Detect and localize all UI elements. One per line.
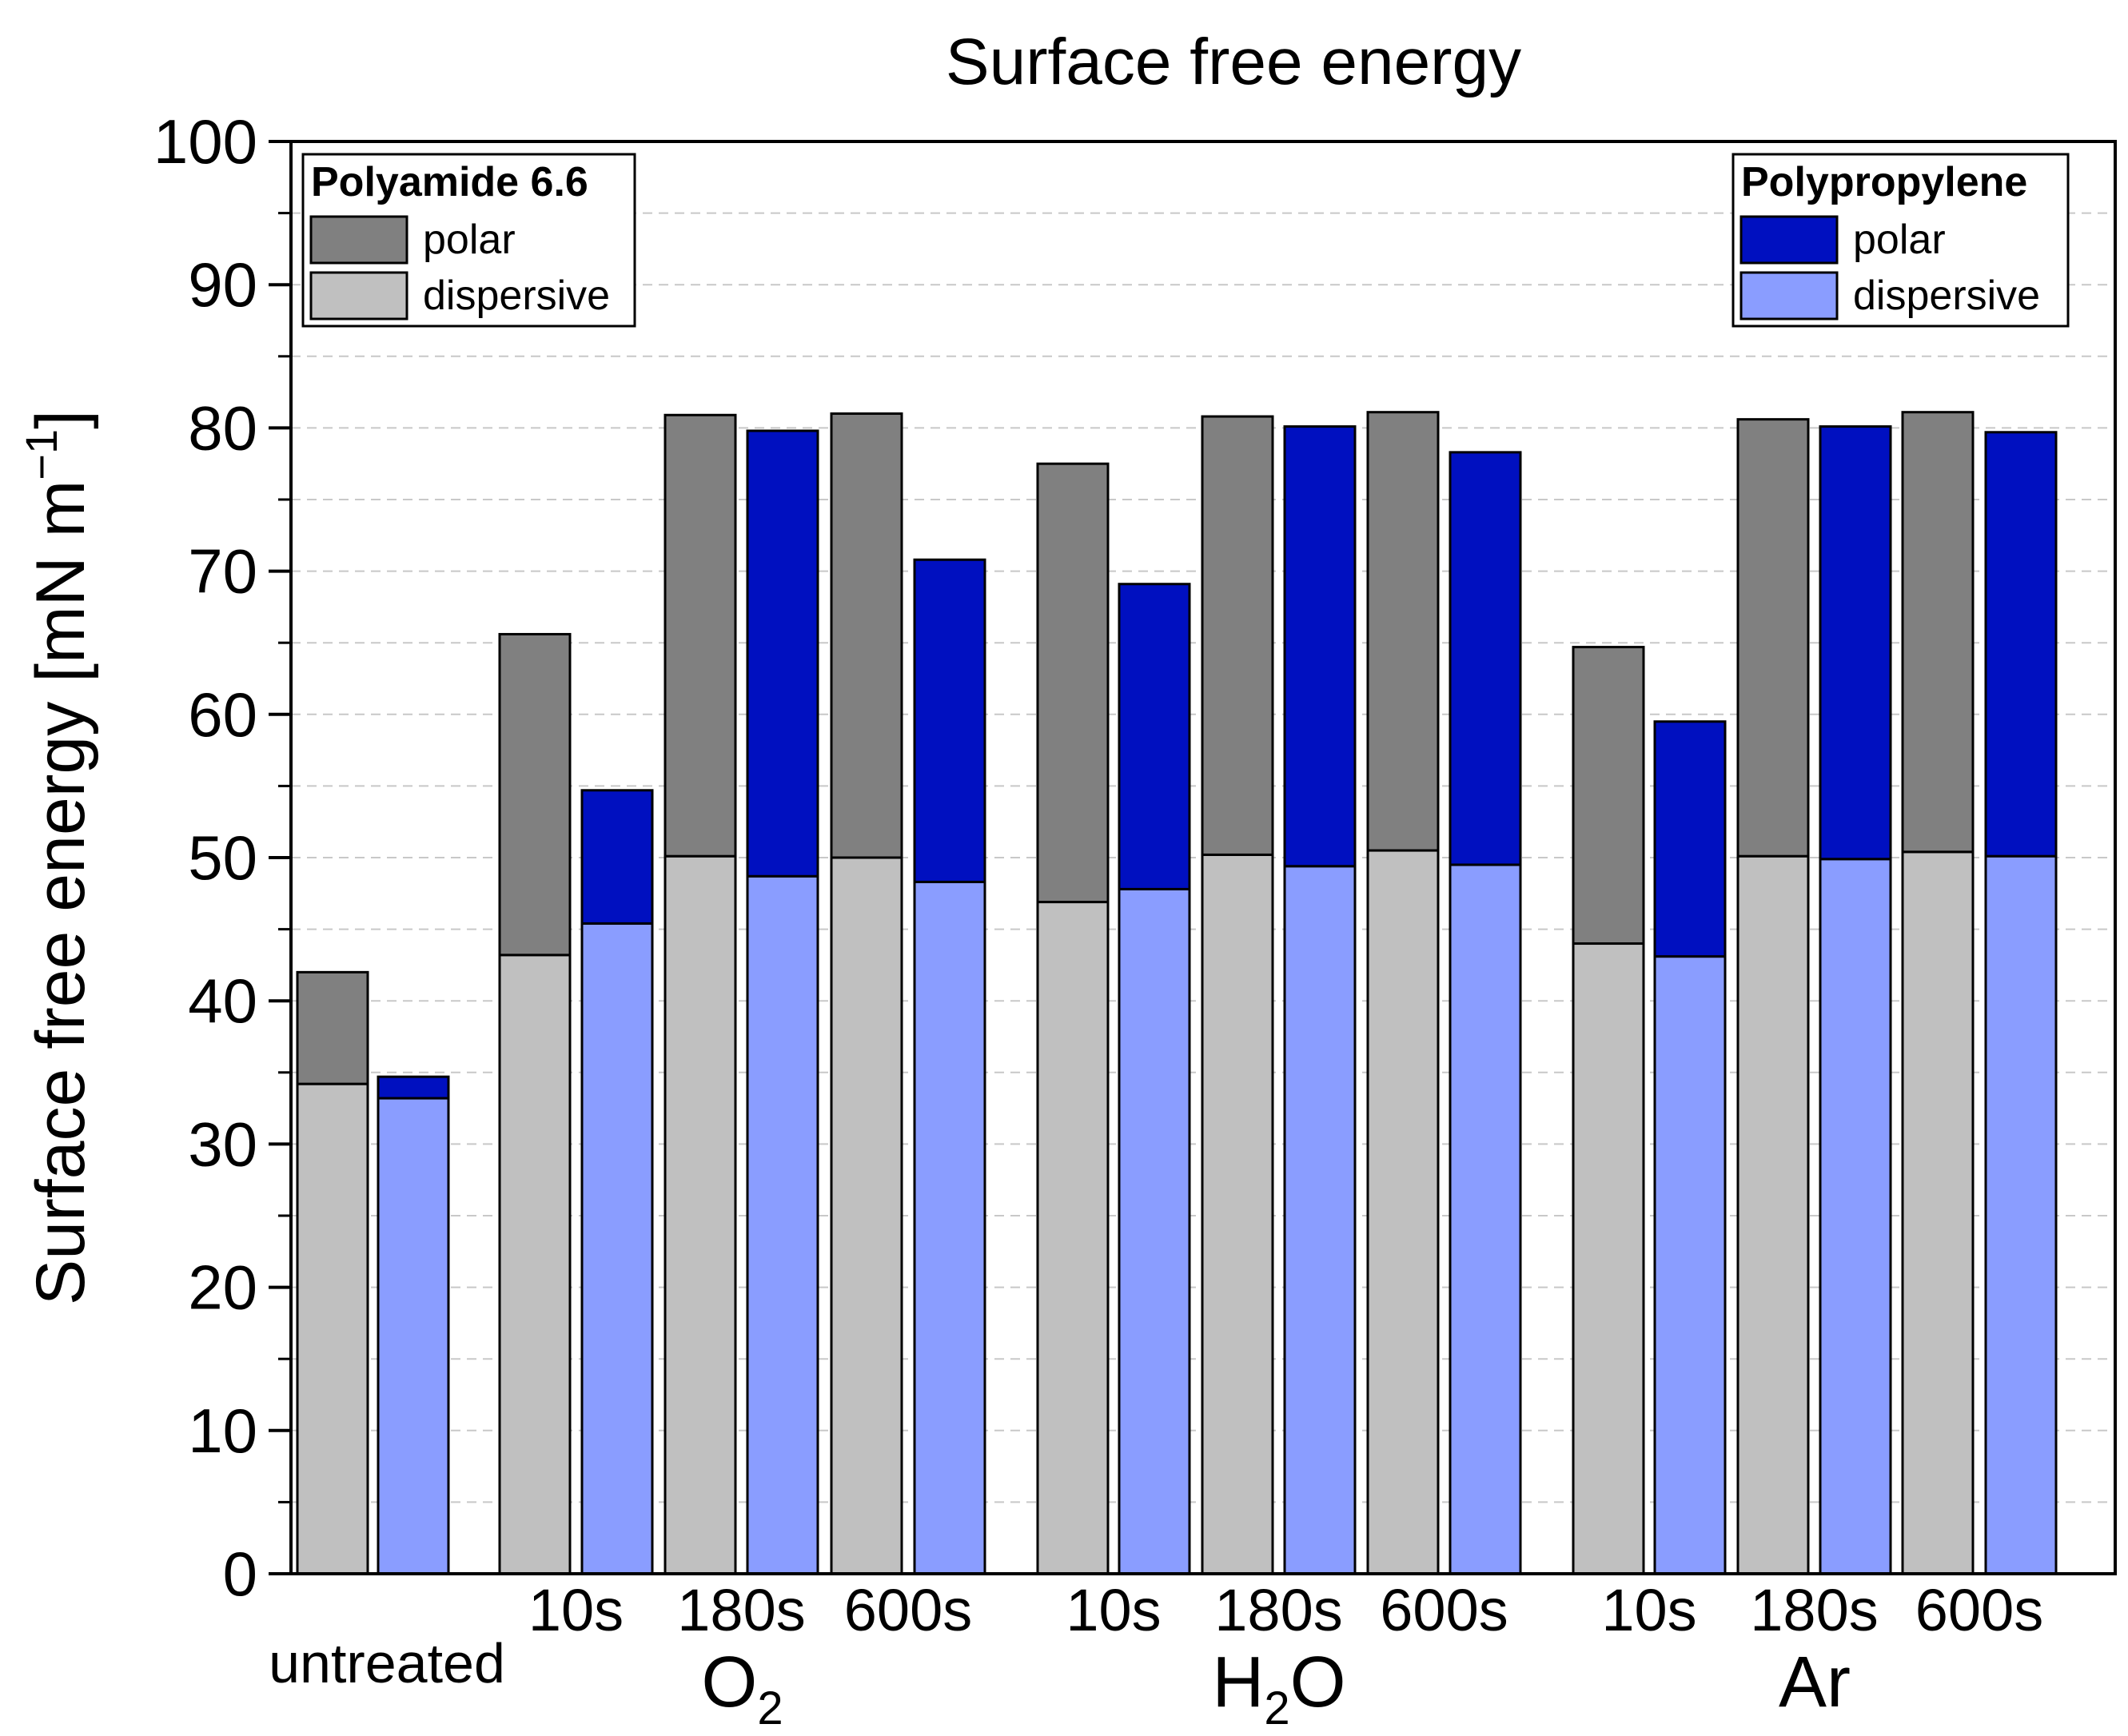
bar-dispersive [830,856,903,1575]
bar-polar [1201,415,1274,856]
bar-dispersive [296,1082,369,1575]
bar-polar [498,632,572,957]
legend-item-polar: polar [423,217,516,263]
bar-dispersive [1819,858,1892,1575]
y-axis-title-main: Surface free energy [mN m [22,480,99,1305]
bar-dispersive [498,954,572,1575]
bar-dispersive [664,854,737,1575]
bar-dispersive [1201,853,1274,1575]
bar-dispersive [1984,854,2058,1575]
bar-polar [830,412,903,859]
bar-polar [1984,431,2058,858]
x-sub-label: 180s [1750,1577,1878,1643]
bar-dispersive [1901,850,1975,1575]
y-axis-title-bracket: ] [22,410,99,429]
bar-dispersive [1036,901,1110,1575]
bar-dispersive [1449,863,1522,1575]
y-tick-label: 10 [188,1396,257,1466]
x-group-label-main: O [701,1642,757,1722]
x-sub-label: 180s [677,1577,805,1643]
legend-title-polypropylene: Polypropylene [1741,159,2027,205]
legend-swatch-polar [309,215,408,265]
y-tick-label: 60 [188,679,257,750]
y-tick-label: 20 [188,1252,257,1323]
y-tick-label: 100 [153,106,257,177]
bar-dispersive [746,874,819,1575]
bar-polar [1366,411,1440,852]
bar-polar [1118,583,1191,890]
bar-polar [664,413,737,858]
x-group-label: H2O [1212,1642,1345,1734]
x-group-label-suffix: O [1290,1642,1346,1722]
x-sub-label: 180s [1214,1577,1342,1643]
chart-title: Surface free energy [946,26,1521,98]
legend-item-polar: polar [1853,217,1946,263]
legend-item-dispersive: dispersive [1853,273,2040,319]
y-tick-label: 50 [188,822,257,893]
legends: Polyamide 6.6 polar dispersive Polypropylen… [301,153,2070,328]
bar-dispersive [913,880,986,1575]
bar-dispersive [1653,955,1727,1575]
y-axis: 0 10 20 30 40 50 60 70 80 90 100 [153,106,291,1609]
x-group-label-main: Ar [1779,1642,1851,1722]
legend-swatch-dispersive [1739,271,1839,321]
bar-polar [1736,418,1810,858]
x-group-label: untreated [269,1632,505,1694]
y-axis-title-exponent: −1 [16,429,66,480]
x-sub-label: 10s [1066,1577,1161,1643]
bar-polar [1819,425,1892,861]
legend-title-polyamide: Polyamide 6.6 [311,159,588,205]
x-sub-label: 600s [844,1577,972,1643]
bar-polar [1653,720,1727,958]
legend-swatch-polar [1739,215,1839,265]
bar-polar [746,429,819,878]
bars [296,411,2058,1575]
y-tick-label: 0 [223,1539,257,1609]
y-tick-label: 40 [188,966,257,1036]
y-axis-title: Surface free energy [mN m−1] [16,410,99,1305]
bar-dispersive [1572,942,1645,1575]
legend-item-dispersive: dispersive [423,273,610,319]
bar-dispersive [1283,865,1357,1575]
x-group-label-subscript: 2 [757,1682,783,1734]
bar-polar [1572,646,1645,946]
x-group-label-main: H [1212,1642,1264,1722]
x-group-label-subscript: 2 [1264,1682,1289,1734]
bar-polar [1449,451,1522,866]
bar-polar [1036,462,1110,904]
bar-polar [1901,411,1975,854]
bar-dispersive [1366,849,1440,1575]
legend-swatch-dispersive [309,271,408,321]
y-tick-label: 70 [188,536,257,607]
x-sub-label: 10s [1601,1577,1696,1643]
y-tick-label: 80 [188,392,257,463]
x-group-label: O2 [701,1642,783,1734]
x-sub-label: 600s [1380,1577,1508,1643]
bar-polar [913,558,986,883]
x-sub-label: 600s [1915,1577,2043,1643]
y-tick-label: 30 [188,1109,257,1179]
bar-polar [296,970,369,1085]
x-sub-label: 10s [528,1577,624,1643]
bar-dispersive [580,922,654,1575]
y-tick-label: 90 [188,249,257,320]
bar-polar [377,1075,450,1100]
x-group-label: Ar [1779,1642,1851,1722]
bar-polar [580,789,654,925]
bar-dispersive [1736,854,1810,1575]
bar-dispersive [377,1097,450,1575]
bar-polar [1283,425,1357,868]
bar-dispersive [1118,887,1191,1575]
